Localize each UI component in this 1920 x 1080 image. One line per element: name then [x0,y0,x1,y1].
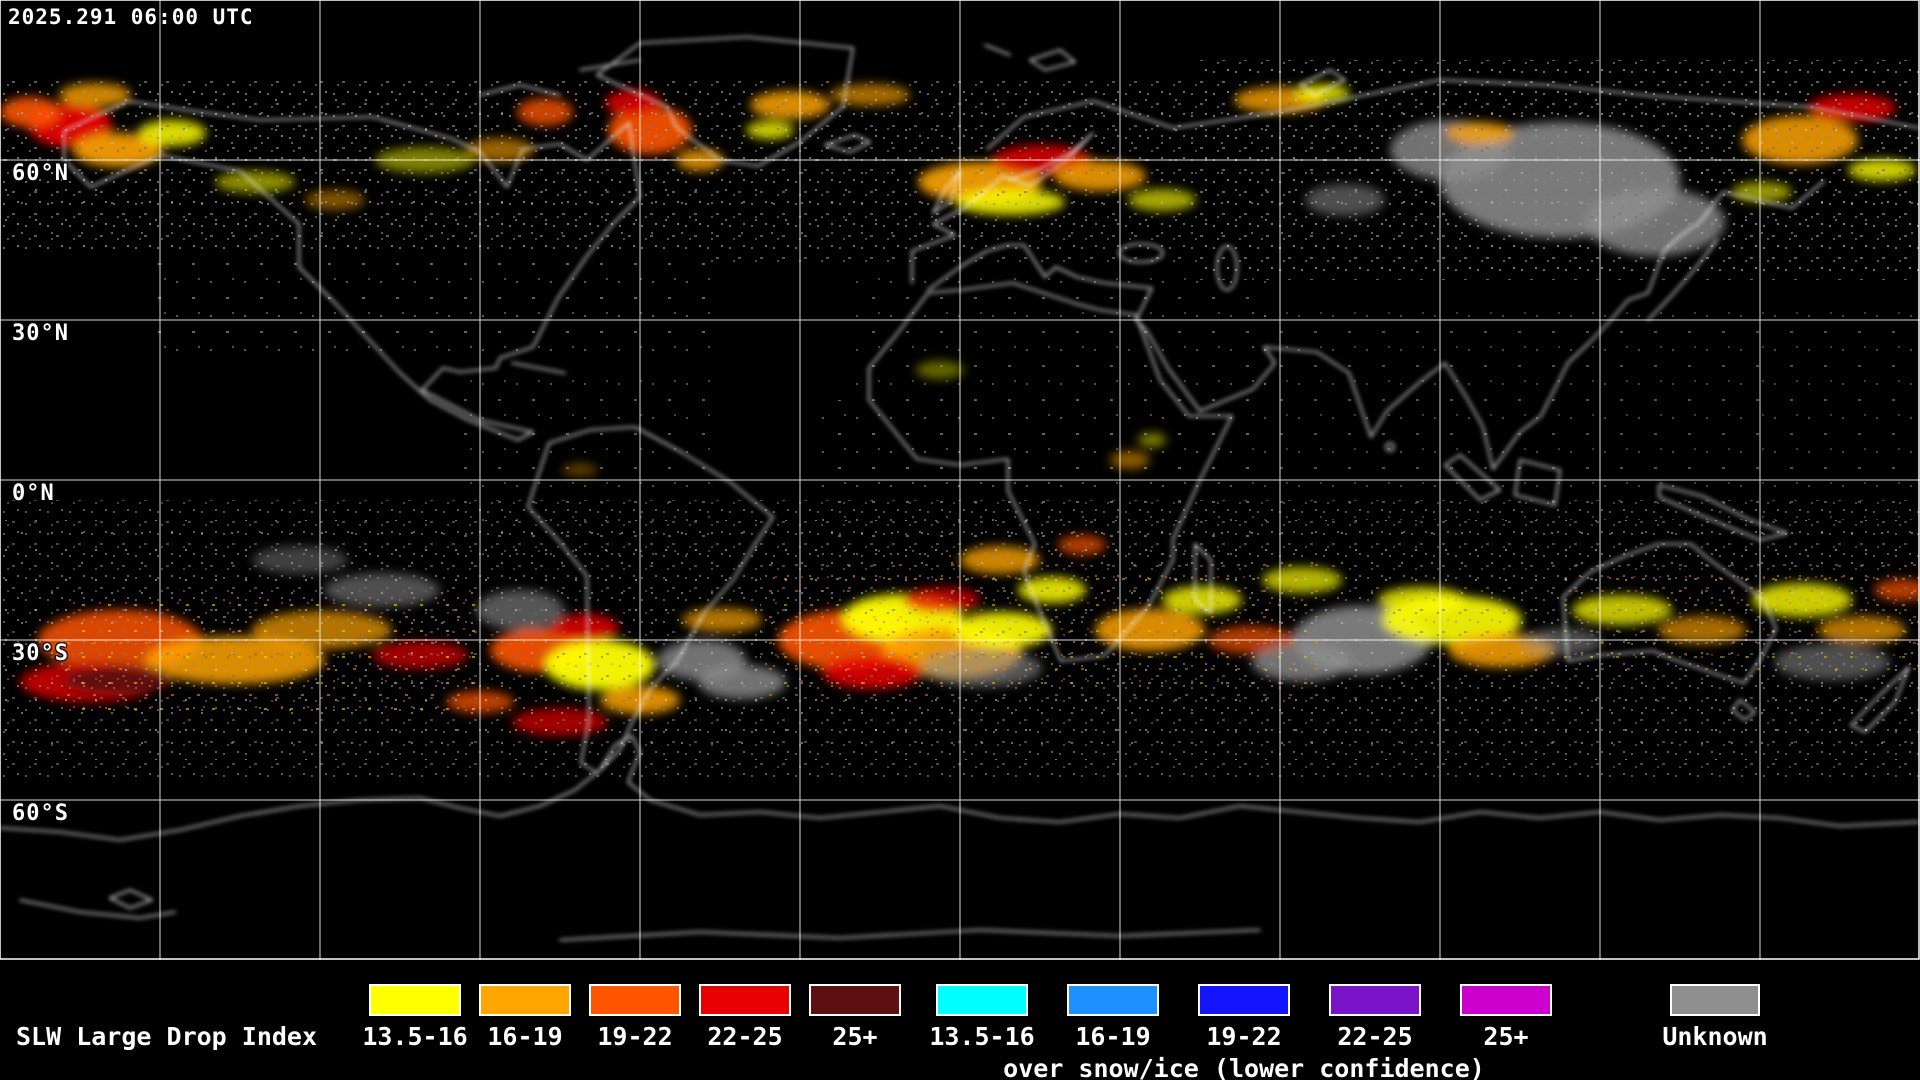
legend-swatch-25plus [809,984,901,1016]
graticule [0,0,1920,960]
lat-label-30n: 30°N [12,321,69,346]
legend-label-snowice-13.5-16: 13.5-16 [929,1022,1035,1051]
legend-label-22-25: 22-25 [707,1022,783,1051]
legend-swatch-13.5-16 [369,984,461,1016]
legend-swatch-unknown [1670,984,1760,1016]
legend-swatch-snowice-22-25 [1329,984,1421,1016]
map-border [0,0,1920,960]
legend-swatch-snowice-16-19 [1067,984,1159,1016]
map-canvas [0,0,1920,960]
legend-label-snowice-22-25: 22-25 [1337,1022,1413,1051]
legend-swatch-22-25 [699,984,791,1016]
legend-swatch-16-19 [479,984,571,1016]
legend-label-25plus: 25+ [832,1022,878,1051]
timestamp-label: 2025.291 06:00 UTC [8,5,254,29]
lat-label-60s: 60°S [12,801,69,826]
legend-swatch-19-22 [589,984,681,1016]
legend-swatch-snowice-19-22 [1198,984,1290,1016]
legend-label-13.5-16: 13.5-16 [362,1022,468,1051]
legend-label-snowice-25plus: 25+ [1483,1022,1529,1051]
legend-title: SLW Large Drop Index [16,1022,318,1051]
legend-label-snowice-19-22: 19-22 [1206,1022,1282,1051]
legend-bar: SLW Large Drop Index 13.5-16 16-19 19-22… [0,960,1920,1080]
legend-label-snowice-16-19: 16-19 [1075,1022,1151,1051]
legend-snowice-caption: over snow/ice (lower confidence) [1003,1054,1485,1080]
world-map: 2025.291 06:00 UTC 60°N 30°N 0°N 30°S 60… [0,0,1920,960]
legend-swatch-snowice-13.5-16 [936,984,1028,1016]
legend-label-unknown: Unknown [1662,1022,1768,1051]
legend-label-19-22: 19-22 [597,1022,673,1051]
legend-label-16-19: 16-19 [487,1022,563,1051]
lat-label-30s: 30°S [12,641,69,666]
legend-swatch-snowice-25plus [1460,984,1552,1016]
lat-label-60n: 60°N [12,161,69,186]
coastlines [0,36,1920,941]
lat-label-equator: 0°N [12,481,55,506]
